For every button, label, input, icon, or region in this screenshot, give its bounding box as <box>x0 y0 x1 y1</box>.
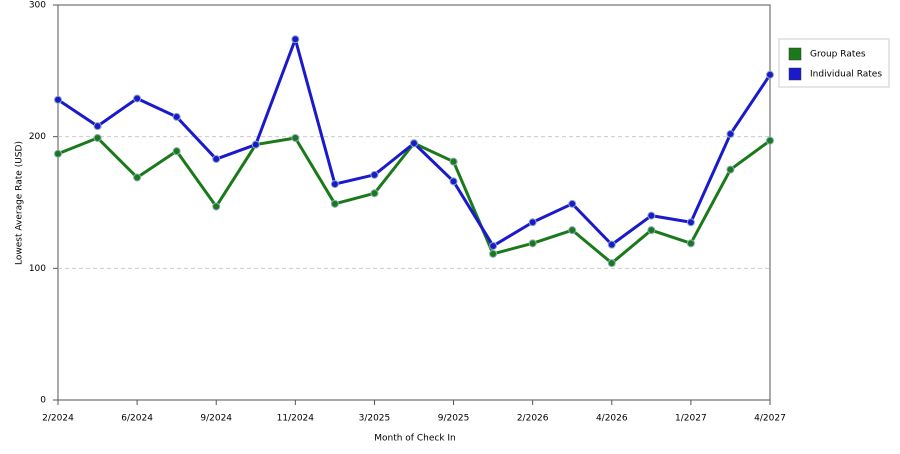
x-tick-label: 3/2025 <box>359 414 391 424</box>
x-tick-label: 11/2024 <box>277 414 315 424</box>
legend-label: Group Rates <box>810 50 866 60</box>
point <box>330 199 339 208</box>
point <box>133 173 142 182</box>
point <box>449 157 458 166</box>
point <box>607 259 616 268</box>
point <box>726 165 735 174</box>
x-tick-label: 9/2024 <box>200 414 232 424</box>
legend-label: Individual Rates <box>810 70 882 80</box>
point <box>172 147 181 156</box>
point <box>370 170 379 179</box>
point <box>568 226 577 235</box>
x-tick-label: 4/2026 <box>596 414 628 424</box>
x-tick-label: 6/2024 <box>121 414 153 424</box>
x-tick-label: 2/2026 <box>517 414 549 424</box>
y-tick-label: 100 <box>29 264 46 274</box>
point <box>93 122 102 131</box>
point <box>251 140 260 149</box>
x-tick-label: 9/2025 <box>438 414 470 424</box>
x-tick-label: 2/2024 <box>42 414 74 424</box>
y-axis-title: Lowest Average Rate (USD) <box>15 141 25 265</box>
point <box>607 240 616 249</box>
point <box>54 149 62 158</box>
y-tick-label: 300 <box>29 1 46 11</box>
point <box>291 133 300 142</box>
legend-swatch <box>788 67 802 81</box>
point <box>686 218 695 227</box>
point <box>370 189 379 198</box>
point <box>449 177 458 186</box>
point <box>212 155 221 164</box>
point <box>133 94 142 103</box>
legend-swatch <box>788 47 802 61</box>
point <box>93 133 102 142</box>
y-tick-label: 200 <box>29 132 46 142</box>
point <box>489 241 498 250</box>
point <box>54 95 62 104</box>
x-tick-label: 1/2027 <box>675 414 707 424</box>
point <box>528 218 537 227</box>
point <box>726 130 735 139</box>
plot-area <box>57 4 771 401</box>
point <box>212 202 221 211</box>
point <box>172 112 181 121</box>
point <box>291 35 300 44</box>
y-tick-label: 0 <box>40 396 46 406</box>
point <box>766 70 774 79</box>
point <box>686 239 695 248</box>
x-axis-title: Month of Check In <box>374 434 456 444</box>
x-tick-label: 4/2027 <box>754 414 786 424</box>
point <box>766 136 774 145</box>
point <box>330 180 339 189</box>
point <box>568 199 577 208</box>
point <box>489 249 498 258</box>
point <box>647 211 656 220</box>
point <box>410 139 418 148</box>
point <box>647 226 656 235</box>
point <box>528 239 537 248</box>
